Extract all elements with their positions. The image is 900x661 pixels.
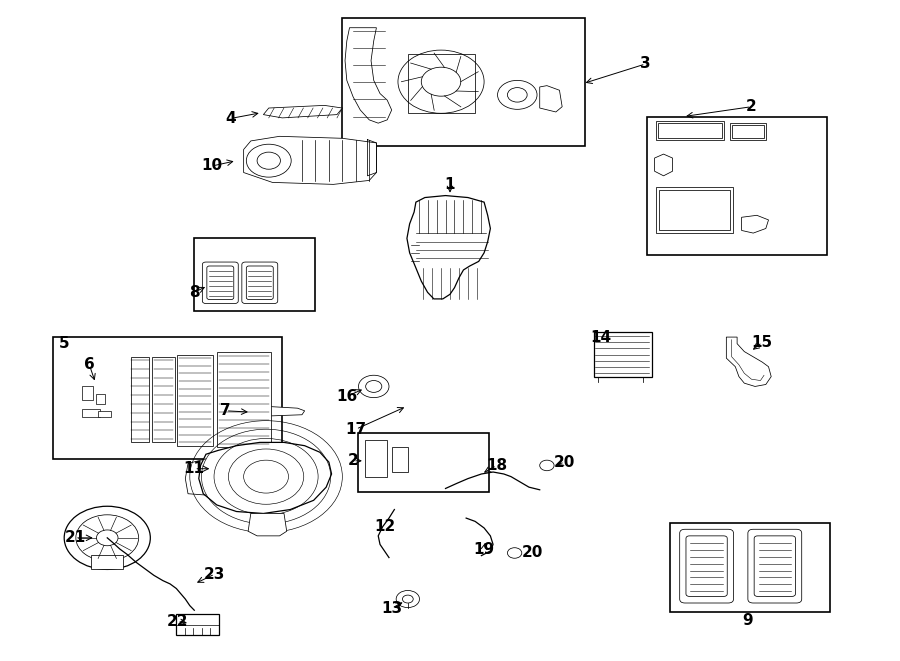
Text: 9: 9 — [742, 613, 753, 627]
Bar — [177, 355, 213, 446]
Bar — [656, 187, 733, 233]
FancyBboxPatch shape — [202, 262, 238, 303]
Bar — [98, 410, 111, 417]
Polygon shape — [244, 136, 376, 184]
Text: 22: 22 — [166, 614, 188, 629]
FancyBboxPatch shape — [680, 529, 734, 603]
Bar — [392, 447, 408, 472]
Text: 19: 19 — [473, 541, 495, 557]
Bar — [656, 121, 724, 139]
Text: 18: 18 — [486, 458, 508, 473]
Text: 7: 7 — [220, 403, 231, 418]
Text: 2: 2 — [746, 99, 757, 114]
Text: 3: 3 — [640, 56, 651, 71]
Text: 12: 12 — [374, 519, 396, 534]
Text: 8: 8 — [189, 285, 200, 300]
Text: 23: 23 — [204, 566, 226, 582]
Bar — [194, 239, 315, 311]
Text: 14: 14 — [590, 330, 611, 344]
Text: 20: 20 — [522, 545, 544, 560]
Bar — [658, 123, 722, 137]
Bar — [670, 523, 830, 611]
Polygon shape — [654, 154, 672, 176]
Text: 15: 15 — [752, 335, 773, 350]
Polygon shape — [407, 196, 491, 299]
Bar — [91, 555, 123, 569]
Text: 1: 1 — [445, 177, 455, 192]
Bar — [176, 613, 220, 635]
FancyBboxPatch shape — [748, 529, 802, 603]
Bar — [131, 357, 149, 442]
Text: 6: 6 — [84, 357, 94, 372]
Polygon shape — [248, 514, 287, 536]
FancyBboxPatch shape — [686, 536, 727, 596]
FancyBboxPatch shape — [207, 266, 234, 299]
Text: 16: 16 — [337, 389, 357, 404]
Text: 11: 11 — [184, 461, 205, 476]
Polygon shape — [264, 105, 342, 118]
Bar — [659, 190, 730, 231]
Polygon shape — [199, 442, 331, 514]
FancyBboxPatch shape — [247, 266, 274, 299]
Bar — [53, 337, 283, 459]
Text: 21: 21 — [64, 530, 86, 545]
Polygon shape — [742, 215, 769, 233]
Text: 2: 2 — [347, 453, 358, 469]
Polygon shape — [540, 86, 562, 112]
Bar — [152, 357, 175, 442]
Text: 20: 20 — [554, 455, 575, 470]
Text: 4: 4 — [225, 111, 236, 126]
Polygon shape — [726, 337, 771, 387]
Bar — [408, 54, 475, 113]
Bar — [96, 395, 105, 405]
Bar — [647, 116, 827, 254]
FancyBboxPatch shape — [242, 262, 278, 303]
Bar — [732, 125, 764, 137]
Text: 5: 5 — [58, 336, 69, 351]
Bar — [217, 352, 271, 447]
Polygon shape — [256, 407, 304, 416]
Polygon shape — [345, 28, 392, 123]
Text: 13: 13 — [381, 601, 402, 616]
Bar — [82, 409, 100, 417]
FancyBboxPatch shape — [754, 536, 796, 596]
Bar — [342, 18, 585, 146]
Bar — [82, 387, 93, 400]
Bar — [730, 123, 766, 139]
Bar — [358, 432, 489, 492]
Bar — [364, 440, 387, 477]
Text: 10: 10 — [202, 159, 223, 173]
Text: 17: 17 — [346, 422, 366, 437]
Bar — [594, 332, 652, 377]
